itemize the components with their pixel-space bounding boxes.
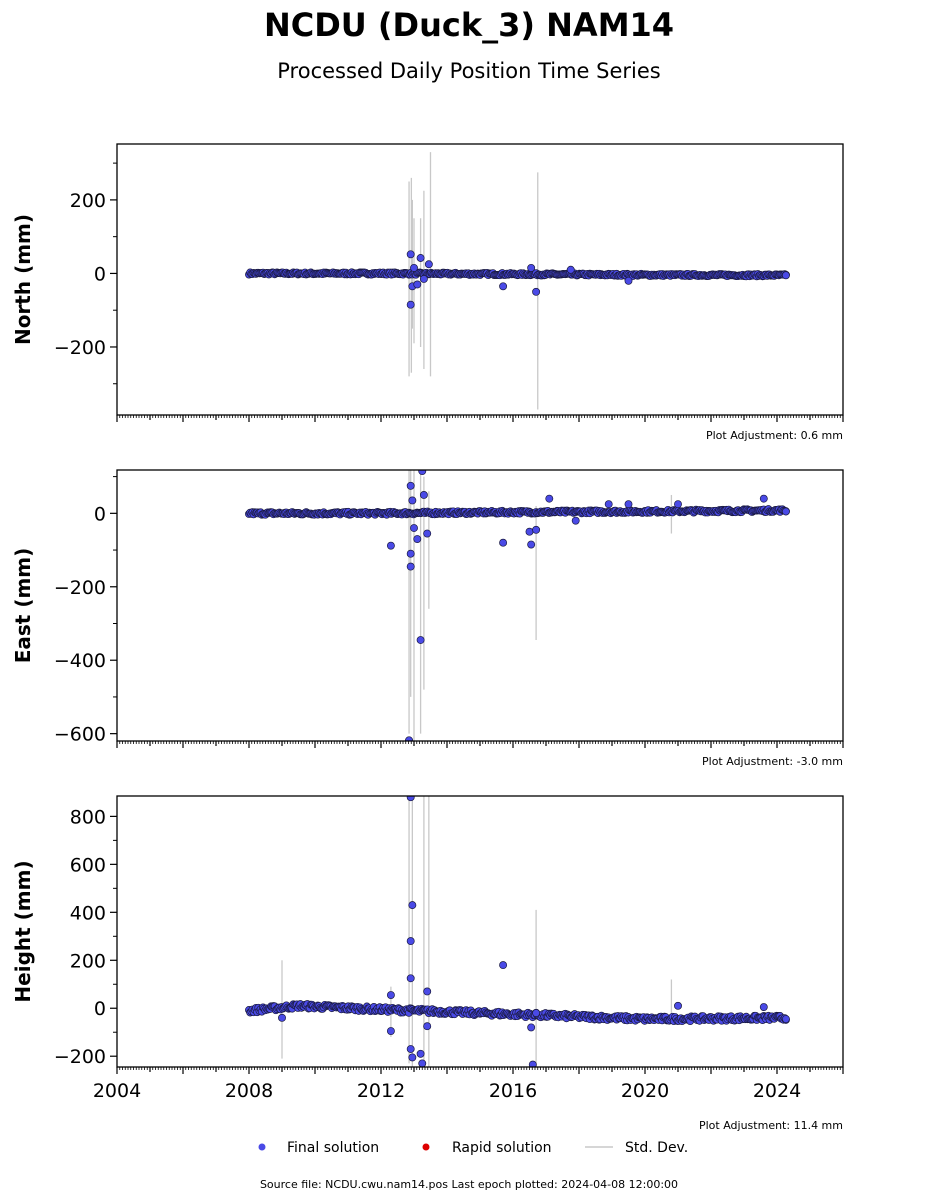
final-solution-point (418, 1059, 427, 1067)
source-footer: Source file: NCDU.cwu.nam14.pos Last epo… (260, 1178, 678, 1191)
final-solution-point (532, 525, 541, 534)
y-tick-label: 400 (70, 902, 106, 924)
y-tick-label: 0 (94, 503, 106, 525)
final-solution-point (423, 529, 432, 538)
x-tick-label: 2012 (357, 1080, 405, 1102)
x-tick-label: 2008 (225, 1080, 273, 1102)
y-tick-label: −400 (54, 650, 106, 672)
x-tick-label: 2024 (753, 1080, 801, 1102)
final-solution-point (499, 961, 508, 970)
plot-area (245, 796, 790, 1067)
y-tick-label: −200 (54, 577, 106, 599)
final-solution-point (781, 1015, 790, 1023)
y-tick-label: −600 (54, 724, 106, 746)
final-solution-point (532, 287, 541, 296)
y-tick-label: 600 (70, 854, 106, 876)
final-solution-point (781, 271, 790, 280)
final-solution-point (525, 527, 534, 536)
y-tick-label: 200 (70, 190, 106, 212)
final-solution-point (624, 276, 633, 285)
figure-title: NCDU (Duck_3) NAM14 (264, 6, 674, 44)
final-solution-point (424, 260, 433, 269)
y-tick-label: −200 (54, 337, 106, 359)
plot-adjustment-note: Plot Adjustment: 11.4 mm (699, 1119, 843, 1132)
final-solution-point (386, 541, 395, 550)
final-solution-point (604, 500, 613, 509)
final-solution-point (406, 250, 415, 259)
final-solution-point (528, 1060, 537, 1067)
final-solution-point (571, 516, 580, 525)
final-solution-point (419, 274, 428, 283)
final-solution-point (408, 1053, 417, 1062)
final-solution-point (406, 937, 415, 946)
final-solution-point (674, 500, 682, 509)
y-axis-label: East (mm) (11, 548, 35, 664)
final-solution-point (423, 987, 432, 996)
legend-final-label: Final solution (287, 1140, 379, 1156)
legend-rapid-marker (422, 1143, 430, 1151)
y-tick-label: 800 (70, 806, 106, 828)
legend-final-marker (258, 1143, 266, 1151)
final-solution-point (408, 496, 417, 505)
final-solution-point (416, 1049, 425, 1058)
final-solution-point (419, 491, 428, 499)
north-panel: −200 0 200 North (mm) Plot Adjustment: 0.6 m… (11, 143, 844, 442)
final-solution-point (278, 1013, 286, 1022)
final-solution-point (532, 1009, 541, 1017)
east-panel: −600 −400 −200 0 East (mm) Plot Adjustment: -… (11, 469, 844, 768)
final-solution-point (527, 1023, 536, 1032)
final-solution-point (406, 300, 415, 309)
final-solution-point (406, 974, 415, 983)
final-solution-point (406, 1045, 415, 1053)
final-solution-point (406, 796, 415, 802)
plot-adjustment-note: Plot Adjustment: -3.0 mm (702, 755, 843, 768)
plot-adjustment-note: Plot Adjustment: 0.6 mm (706, 429, 843, 442)
final-solution-point (406, 562, 415, 571)
x-tick-label: 2016 (489, 1080, 537, 1102)
y-tick-label: 0 (94, 263, 106, 285)
x-tick-label: 2020 (621, 1080, 669, 1102)
final-solution-point (674, 1001, 682, 1010)
final-solution-point (410, 263, 418, 272)
legend: Final solution Rapid solution Std. Dev. (258, 1140, 688, 1156)
final-solution-point (410, 524, 418, 532)
final-solution-point (386, 991, 395, 1000)
y-tick-label: 200 (70, 950, 106, 972)
plot-area (245, 470, 790, 741)
final-solution-point (499, 538, 508, 547)
final-solution-point (527, 540, 536, 549)
height-panel: −200 0 200 400 600 800 2004 2008 2012 2016 2020 202… (11, 795, 844, 1132)
plot-area (245, 152, 790, 410)
final-solution-point (413, 280, 422, 289)
y-axis-label: North (mm) (11, 214, 35, 345)
y-tick-label: 0 (94, 998, 106, 1020)
final-solution-point (423, 1022, 432, 1031)
figure-subtitle: Processed Daily Position Time Series (277, 59, 661, 83)
final-solution-point (759, 1003, 768, 1011)
x-tick-label: 2004 (93, 1080, 141, 1102)
final-solution-point (413, 535, 422, 543)
final-solution-point (759, 494, 768, 503)
legend-stddev-label: Std. Dev. (625, 1140, 688, 1156)
final-solution-point (416, 254, 425, 262)
legend-rapid-label: Rapid solution (452, 1140, 552, 1156)
final-solution-point (566, 265, 575, 274)
final-solution-point (416, 636, 425, 644)
final-solution-point (527, 263, 536, 272)
axes-frame (116, 795, 844, 1068)
y-axis-label: Height (mm) (11, 860, 35, 1002)
final-solution-point (406, 549, 415, 558)
final-solution-point (624, 500, 633, 509)
final-solution-point (545, 494, 554, 503)
final-solution-point (499, 282, 508, 291)
final-solution-point (406, 481, 415, 490)
final-solution-point (386, 1027, 395, 1035)
final-solution-point (405, 736, 413, 741)
final-solution-point (408, 901, 417, 910)
final-solution-point (781, 507, 790, 516)
final-solution-point (418, 470, 427, 476)
y-tick-label: −200 (54, 1046, 106, 1068)
